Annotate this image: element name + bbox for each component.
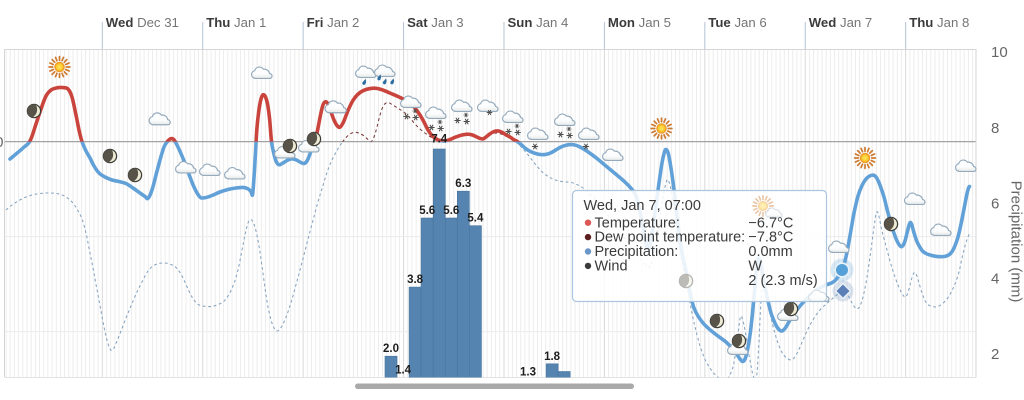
svg-text:W: W [748, 259, 762, 275]
svg-text:3.8: 3.8 [407, 274, 424, 286]
svg-text:−7.8°C: −7.8°C [748, 230, 793, 246]
svg-text:Wed, Jan 7, 07:00: Wed, Jan 7, 07:00 [584, 198, 701, 214]
svg-text:6: 6 [991, 195, 999, 212]
svg-text:Thu Jan 8: Thu Jan 8 [909, 15, 969, 30]
svg-text:1.3: 1.3 [520, 367, 536, 379]
svg-text:Temperature:: Temperature: [595, 215, 680, 231]
svg-text:8: 8 [991, 120, 999, 137]
svg-text:Wind: Wind [595, 259, 628, 275]
svg-text:2: 2 [991, 346, 999, 363]
svg-text:7.4: 7.4 [431, 134, 448, 146]
svg-text:Tue Jan 6: Tue Jan 6 [708, 15, 766, 30]
svg-text:Dew point temperature:: Dew point temperature: [595, 230, 746, 246]
svg-text:6.3: 6.3 [455, 178, 471, 190]
svg-text:1.8: 1.8 [544, 351, 561, 363]
svg-text:−6.7°C: −6.7°C [748, 215, 793, 231]
svg-text:2 (2.3 m/s): 2 (2.3 m/s) [748, 273, 817, 289]
svg-text:10: 10 [991, 44, 1008, 61]
svg-text:1.4: 1.4 [395, 365, 412, 377]
svg-text:Fri Jan 2: Fri Jan 2 [307, 15, 360, 30]
svg-text:5.6: 5.6 [443, 205, 459, 217]
svg-text:5.6: 5.6 [419, 205, 435, 217]
svg-text:2.0: 2.0 [383, 343, 399, 355]
svg-text:Precipitation:: Precipitation: [595, 244, 679, 260]
svg-text:Mon Jan 5: Mon Jan 5 [608, 15, 671, 30]
svg-text:Sun Jan 4: Sun Jan 4 [508, 15, 569, 30]
svg-text:Sat Jan 3: Sat Jan 3 [407, 15, 463, 30]
svg-text:0: 0 [0, 134, 4, 151]
svg-text:0.0mm: 0.0mm [748, 244, 792, 260]
svg-text:Thu Jan 1: Thu Jan 1 [206, 15, 266, 30]
svg-text:Wed Dec 31: Wed Dec 31 [106, 15, 179, 30]
svg-text:Wed Jan 7: Wed Jan 7 [809, 15, 873, 30]
svg-text:5.4: 5.4 [467, 213, 484, 225]
svg-text:4: 4 [991, 271, 999, 288]
svg-text:Precipitation (mm): Precipitation (mm) [1008, 181, 1024, 303]
